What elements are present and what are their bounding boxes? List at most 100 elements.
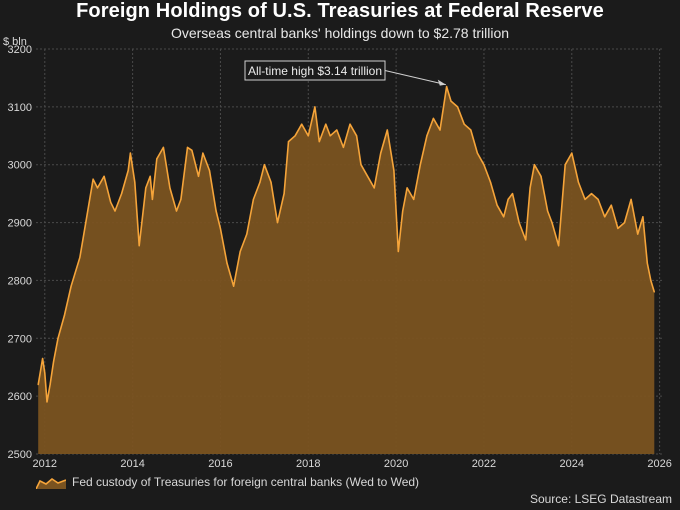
series-point <box>314 106 316 108</box>
annotation-label: All-time high $3.14 trillion <box>248 64 382 78</box>
x-tick-label: 2026 <box>647 458 671 470</box>
series-point <box>426 135 428 137</box>
series-point <box>57 337 59 339</box>
series-point <box>558 245 560 247</box>
series-point <box>37 384 39 386</box>
x-tick-label: 2016 <box>208 458 232 470</box>
series-point <box>294 135 296 137</box>
series-point <box>197 175 200 177</box>
series-point <box>439 129 441 131</box>
y-tick-label: 2600 <box>8 391 32 403</box>
series-point <box>134 181 136 183</box>
series-point <box>483 164 485 166</box>
x-tick-label: 2014 <box>120 458 144 470</box>
y-tick-label: 3000 <box>8 160 32 172</box>
series-point <box>623 222 626 224</box>
series-point <box>138 245 140 247</box>
series-point <box>547 210 549 212</box>
series-point <box>53 360 55 362</box>
series-point <box>597 198 599 200</box>
y-tick-label: 2800 <box>8 275 32 287</box>
source-note: Source: LSEG Datastream <box>529 492 672 506</box>
series-point <box>571 152 573 154</box>
series-point <box>169 187 171 189</box>
series-point <box>393 169 395 172</box>
series-point <box>470 129 472 131</box>
series-point <box>162 146 164 148</box>
series-point <box>630 198 632 200</box>
series-point <box>336 129 338 131</box>
series-point <box>114 210 116 212</box>
annotation: All-time high $3.14 trillion <box>244 60 446 86</box>
series-area <box>37 85 656 454</box>
series-point <box>533 164 536 166</box>
series-point <box>446 86 448 88</box>
series-point <box>49 384 51 386</box>
series-point <box>44 372 46 374</box>
series-point <box>642 216 644 218</box>
series-point <box>301 123 303 125</box>
series-point <box>63 314 66 316</box>
x-tick-label: 2020 <box>384 458 408 470</box>
series-point <box>103 175 105 177</box>
series-point <box>175 210 178 212</box>
series-point <box>226 262 228 264</box>
series-point <box>96 187 99 189</box>
series-point <box>397 250 399 253</box>
series-point <box>318 141 320 143</box>
series-point <box>450 100 452 102</box>
series-point <box>287 141 290 143</box>
series-point <box>413 198 415 200</box>
series-point <box>503 216 505 218</box>
series-point <box>551 222 553 224</box>
legend-swatch <box>35 475 67 490</box>
series-point <box>145 187 147 189</box>
series-point <box>110 201 112 203</box>
series-point <box>584 198 586 200</box>
chart-subtitle: Overseas central banks' holdings down to… <box>170 25 510 41</box>
series-point <box>252 198 254 200</box>
series-point <box>219 227 221 229</box>
series-point <box>525 239 527 241</box>
series-point <box>419 164 421 166</box>
series-point <box>202 152 204 154</box>
series-point <box>489 181 492 183</box>
series-point <box>283 193 285 195</box>
series-point <box>610 204 612 206</box>
series-point <box>151 198 153 200</box>
series-point <box>373 187 375 189</box>
series-point <box>529 187 531 189</box>
series-point <box>180 198 182 200</box>
series-point <box>590 193 593 195</box>
series-point <box>518 222 520 224</box>
series-point <box>127 169 129 172</box>
series-point <box>329 135 331 137</box>
series-point <box>259 181 261 183</box>
x-tick-label: 2022 <box>472 458 496 470</box>
series-point <box>70 285 72 287</box>
series-point <box>239 250 241 253</box>
series-point <box>129 152 131 154</box>
y-tick-label: 2700 <box>8 333 32 345</box>
series-point <box>46 401 48 403</box>
series-point <box>476 152 478 154</box>
series-point <box>432 117 434 119</box>
series-point <box>208 169 211 172</box>
y-tick-label: 3100 <box>8 102 32 114</box>
series-point <box>653 291 655 293</box>
series-point <box>186 146 189 148</box>
series-point <box>386 129 388 131</box>
series-point <box>367 175 369 177</box>
series-point <box>646 262 648 264</box>
chart-title: Foreign Holdings of U.S. Treasuries at F… <box>76 0 604 22</box>
series-point <box>270 181 272 183</box>
series-point <box>88 204 90 206</box>
series-point <box>263 164 265 166</box>
series-point <box>406 187 408 189</box>
series-point <box>577 181 580 183</box>
axis-ticks: 2500 2600 2700 2800 2900 3000 3100 3200 2012 2014… <box>8 44 672 470</box>
series-point <box>325 123 327 125</box>
series-point <box>540 175 542 177</box>
x-tick-label: 2024 <box>560 458 584 470</box>
